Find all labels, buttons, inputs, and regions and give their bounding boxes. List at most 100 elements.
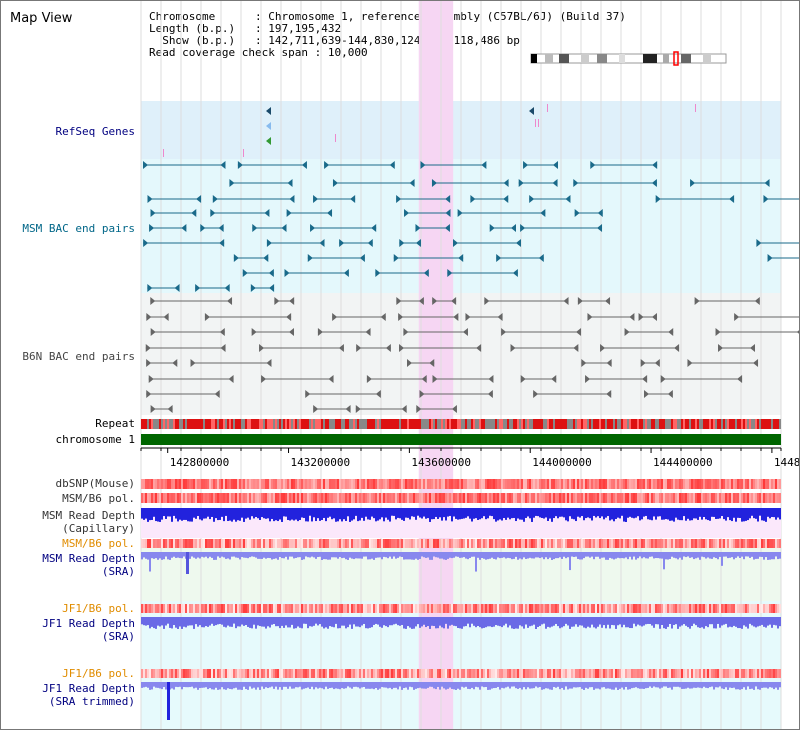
repeat-segment bbox=[691, 419, 693, 429]
label-jf1-b6-pol-trimmed[interactable]: JF1/B6 pol. bbox=[62, 667, 135, 680]
label-jf1-b6-pol[interactable]: JF1/B6 pol. bbox=[62, 602, 135, 615]
msm-b6-pol-sra-cell bbox=[533, 539, 535, 548]
dbsnp-cell bbox=[375, 479, 377, 489]
msm-b6-pol-cell bbox=[513, 493, 515, 503]
repeat-segment bbox=[705, 419, 707, 429]
msm-b6-pol-sra-cell bbox=[709, 539, 711, 548]
msm-depth-sra-bar bbox=[299, 552, 301, 558]
repeat-segment bbox=[293, 419, 295, 429]
jf1-depth-trim-bar bbox=[681, 682, 683, 689]
refseq-gene-tick[interactable] bbox=[243, 149, 244, 157]
repeat-segment bbox=[617, 419, 619, 429]
refseq-gene-tick[interactable] bbox=[535, 119, 536, 127]
dbsnp-cell bbox=[353, 479, 355, 489]
jf1-b6-pol-cell bbox=[685, 604, 687, 613]
repeat-segment bbox=[221, 419, 223, 429]
jf1-depth-sra-bar bbox=[205, 617, 207, 627]
msm-b6-pol-sra-cell bbox=[147, 539, 149, 548]
msm-depth-capillary-bar bbox=[159, 508, 161, 522]
jf1-depth-sra-bar bbox=[605, 617, 607, 629]
msm-depth-sra-bar bbox=[587, 552, 589, 557]
jf1-b6-pol-cell bbox=[531, 604, 533, 613]
jf1-depth-sra-bar bbox=[517, 617, 519, 629]
msm-depth-capillary-bar bbox=[633, 508, 635, 519]
msm-depth-sra-bar bbox=[265, 552, 267, 559]
chromosome-ideogram[interactable] bbox=[530, 51, 727, 66]
repeat-segment bbox=[665, 419, 667, 429]
msm-b6-pol-sra-cell bbox=[365, 539, 367, 548]
msm-bac-pair-end bbox=[174, 284, 180, 292]
label-b6n-bac[interactable]: B6N BAC end pairs bbox=[22, 350, 135, 363]
label-jf1-depth-sra[interactable]: JF1 Read Depth (SRA) bbox=[7, 617, 135, 643]
repeat-segment bbox=[141, 419, 143, 429]
repeat-segment bbox=[623, 419, 625, 429]
msm-depth-capillary-bar bbox=[701, 508, 703, 520]
label-dbsnp[interactable]: dbSNP(Mouse) bbox=[55, 477, 135, 490]
refseq-gene-tick[interactable] bbox=[335, 134, 336, 142]
jf1-depth-sra-bar bbox=[357, 617, 359, 627]
repeat-segment bbox=[515, 419, 517, 429]
label-msm-bac[interactable]: MSM BAC end pairs bbox=[22, 222, 135, 235]
jf1-b6-pol-cell bbox=[503, 604, 505, 613]
msm-b6-pol-cell bbox=[483, 493, 485, 503]
msm-b6-pol-sra-cell bbox=[261, 539, 263, 548]
repeat-segment bbox=[657, 419, 659, 429]
msm-bac-pair-end bbox=[510, 224, 516, 232]
dbsnp-cell bbox=[633, 479, 635, 489]
label-msm-b6-pol-sra[interactable]: MSM/B6 pol. bbox=[62, 537, 135, 550]
dbsnp-cell bbox=[611, 479, 613, 489]
jf1-b6-pol-trim-cell bbox=[497, 669, 499, 678]
msm-depth-capillary-bar bbox=[259, 508, 261, 520]
jf1-b6-pol-trim-cell bbox=[699, 669, 701, 678]
msm-depth-sra-bar bbox=[661, 552, 663, 559]
msm-b6-pol-cell bbox=[323, 493, 325, 503]
refseq-gene[interactable] bbox=[266, 137, 271, 145]
dbsnp-cell bbox=[391, 479, 393, 489]
refseq-gene-tick[interactable] bbox=[163, 149, 164, 157]
dbsnp-cell bbox=[541, 479, 543, 489]
msm-b6-pol-cell bbox=[545, 493, 547, 503]
refseq-gene[interactable] bbox=[266, 122, 271, 130]
label-refseq-genes[interactable]: RefSeq Genes bbox=[55, 125, 135, 138]
refseq-gene[interactable] bbox=[529, 107, 534, 115]
jf1-b6-pol-cell bbox=[337, 604, 339, 613]
ideogram-position-marker[interactable] bbox=[673, 51, 679, 66]
dbsnp-cell bbox=[457, 479, 459, 489]
jf1-depth-trim-bar bbox=[359, 682, 361, 689]
msm-b6-pol-cell bbox=[179, 493, 181, 503]
msm-b6-pol-sra-cell bbox=[205, 539, 207, 548]
dbsnp-cell bbox=[545, 479, 547, 489]
dbsnp-cell bbox=[357, 479, 359, 489]
label-msm-depth-sra[interactable]: MSM Read Depth (SRA) bbox=[7, 552, 135, 578]
msm-b6-pol-cell bbox=[423, 493, 425, 503]
jf1-b6-pol-cell bbox=[527, 604, 529, 613]
label-chromosome[interactable]: chromosome 1 bbox=[55, 433, 135, 446]
jf1-depth-trim-bar bbox=[225, 682, 227, 690]
jf1-depth-sra-bar bbox=[237, 617, 239, 627]
jf1-depth-trim-bar bbox=[541, 682, 543, 690]
dbsnp-cell bbox=[417, 479, 419, 489]
msm-b6-pol-cell bbox=[343, 493, 345, 503]
msm-b6-pol-cell bbox=[727, 493, 729, 503]
jf1-b6-pol-trim-cell bbox=[383, 669, 385, 678]
msm-bac-pair-end bbox=[266, 239, 272, 247]
repeat-segment bbox=[215, 419, 217, 429]
label-repeat[interactable]: Repeat bbox=[95, 417, 135, 430]
jf1-b6-pol-trim-cell bbox=[245, 669, 247, 678]
refseq-gene-tick[interactable] bbox=[538, 119, 539, 127]
jf1-depth-sra-bar bbox=[733, 617, 735, 626]
msm-depth-sra-bar bbox=[561, 552, 563, 559]
chromosome-bar[interactable] bbox=[141, 434, 781, 445]
jf1-depth-sra-bar bbox=[251, 617, 253, 629]
refseq-gene-tick[interactable] bbox=[695, 104, 696, 112]
refseq-gene[interactable] bbox=[266, 107, 271, 115]
jf1-depth-trim-bar bbox=[673, 682, 675, 687]
jf1-depth-trim-bar bbox=[599, 682, 601, 690]
jf1-depth-sra-bar bbox=[741, 617, 743, 629]
label-jf1-depth-trimmed[interactable]: JF1 Read Depth (SRA trimmed) bbox=[7, 682, 135, 708]
refseq-gene-tick[interactable] bbox=[547, 104, 548, 112]
label-msm-b6-pol[interactable]: MSM/B6 pol. bbox=[62, 492, 135, 505]
label-msm-depth-capillary[interactable]: MSM Read Depth (Capillary) bbox=[7, 509, 135, 535]
dbsnp-cell bbox=[693, 479, 695, 489]
